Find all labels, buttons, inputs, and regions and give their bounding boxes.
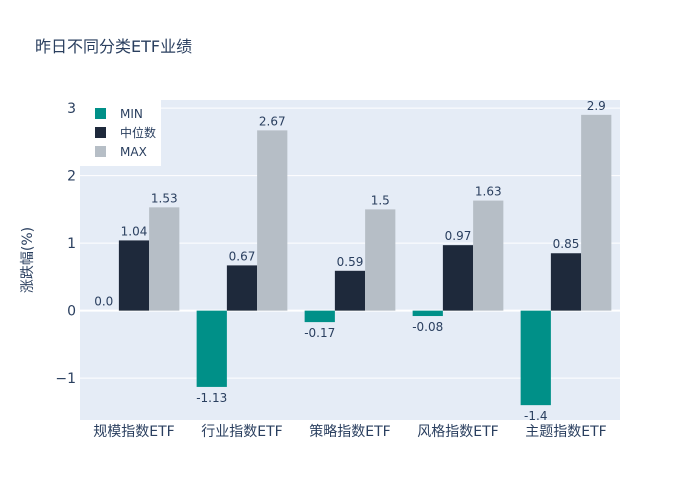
legend-swatch[interactable]: [95, 127, 106, 138]
bar-MAX-3[interactable]: [473, 200, 504, 311]
y-tick-label: 2: [67, 169, 76, 185]
data-label: 1.04: [121, 224, 148, 238]
x-tick-label: 规模指数ETF: [93, 424, 174, 440]
bar-中位数-3[interactable]: [442, 245, 474, 311]
bar-MAX-0[interactable]: [149, 207, 180, 311]
bar-MIN-2[interactable]: [304, 310, 335, 323]
bar-中位数-4[interactable]: [550, 253, 582, 311]
data-label: 1.5: [371, 193, 390, 207]
chart-title: 昨日不同分类ETF业绩: [35, 37, 193, 56]
data-label: -0.17: [304, 326, 335, 340]
data-label: 1.63: [475, 185, 502, 199]
data-label: 0.97: [445, 229, 472, 243]
bar-中位数-0[interactable]: [118, 240, 150, 311]
legend-background: [80, 100, 161, 166]
bar-MAX-2[interactable]: [365, 209, 396, 311]
y-tick-label: 1: [67, 236, 76, 252]
legend-swatch[interactable]: [95, 108, 106, 119]
data-label: -0.08: [412, 320, 443, 334]
data-label: 0.85: [553, 237, 580, 251]
bar-MAX-4[interactable]: [581, 114, 612, 311]
bar-MIN-1[interactable]: [196, 310, 227, 387]
bar-中位数-2[interactable]: [334, 270, 366, 311]
legend-label[interactable]: 中位数: [120, 125, 156, 140]
y-tick-label: −1: [55, 371, 76, 387]
x-axis: 规模指数ETF 行业指数ETF 策略指数ETF 风格指数ETF 主题指数ETF: [93, 423, 606, 440]
data-label: 0.0: [94, 295, 113, 309]
data-label: 0.67: [229, 249, 256, 263]
bar-中位数-1[interactable]: [226, 265, 258, 311]
data-label: -1.13: [196, 391, 227, 405]
x-tick-label: 风格指数ETF: [417, 424, 498, 440]
data-label: -1.4: [524, 409, 547, 423]
bars: [118, 114, 612, 406]
bar-MIN-4[interactable]: [520, 310, 551, 406]
y-tick-label: 0: [67, 304, 76, 320]
legend[interactable]: MIN 中位数 MAX: [80, 100, 161, 166]
bar-MAX-1[interactable]: [257, 130, 288, 311]
y-tick-label: 3: [67, 101, 76, 117]
y-axis-title: 涨跌幅(%): [20, 227, 36, 293]
bar-MIN-3[interactable]: [412, 310, 443, 317]
y-axis: −1 0 1 2 3: [55, 101, 76, 387]
data-label: 2.67: [259, 114, 286, 128]
data-labels: 0.0 1.04 1.53 -1.13 0.67 2.67 -0.17 0.59 1.5 -0.0…: [94, 99, 606, 423]
legend-label[interactable]: MAX: [120, 145, 147, 159]
data-label: 2.9: [587, 99, 606, 113]
x-tick-label: 主题指数ETF: [525, 424, 606, 440]
legend-label[interactable]: MIN: [120, 107, 143, 121]
data-label: 0.59: [337, 255, 364, 269]
legend-swatch[interactable]: [95, 146, 106, 157]
data-label: 1.53: [151, 191, 178, 205]
x-tick-label: 策略指数ETF: [309, 423, 390, 440]
x-tick-label: 行业指数ETF: [201, 424, 282, 440]
